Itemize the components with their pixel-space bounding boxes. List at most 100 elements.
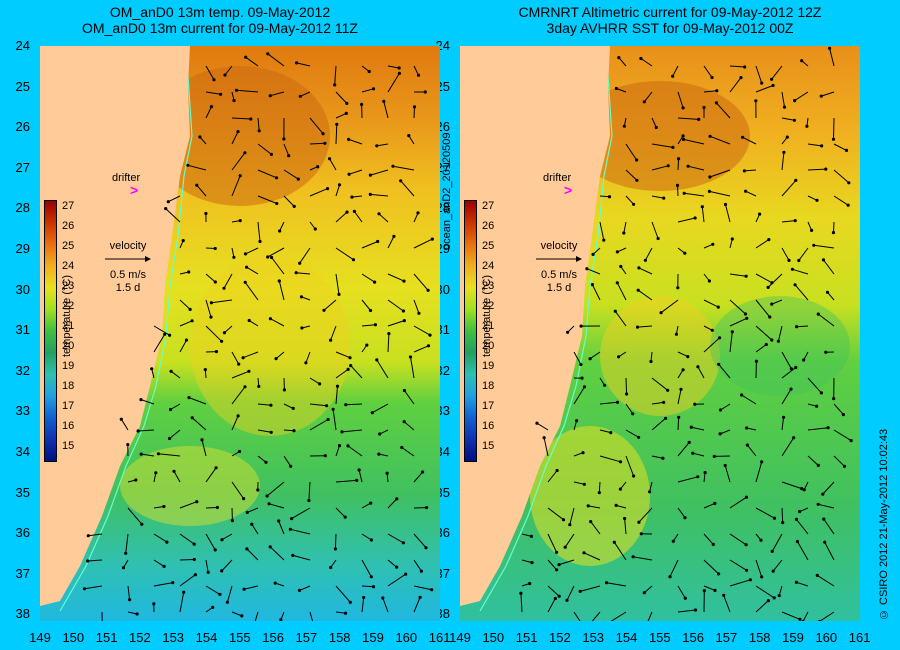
current-vector [351, 195, 363, 198]
right-lon-tick: 160 [815, 630, 838, 645]
current-vector-head [745, 426, 749, 430]
current-vector-head [623, 516, 627, 521]
current-vector-head [321, 132, 325, 136]
current-vector [781, 388, 792, 405]
current-vector-head [683, 596, 687, 600]
current-vector-head [164, 207, 168, 211]
current-vector [335, 247, 354, 261]
current-vector [703, 585, 716, 591]
current-vector [387, 320, 405, 327]
current-vector-head [395, 565, 399, 569]
current-vector [833, 221, 835, 233]
current-vector-head [408, 355, 413, 359]
current-vector [376, 359, 389, 379]
current-vector [196, 184, 207, 197]
current-vector-head [805, 124, 809, 128]
current-vector [781, 417, 785, 431]
current-vector [153, 506, 164, 509]
current-vector [267, 247, 285, 258]
current-vector-head [169, 369, 173, 373]
current-vector-head [718, 432, 722, 436]
current-vector-head [662, 196, 666, 200]
current-vector-head [831, 231, 836, 235]
current-vector [179, 339, 187, 353]
current-vector-head [134, 478, 138, 482]
left-colorbar-tick: 19 [62, 360, 75, 372]
current-vector-head [815, 404, 819, 408]
current-vector [833, 455, 845, 467]
current-vector [361, 273, 375, 283]
current-vector [729, 77, 742, 93]
current-vector [335, 211, 348, 223]
left-current-vectors [82, 52, 434, 621]
current-vector-head [579, 324, 583, 328]
current-vector-head [268, 94, 272, 98]
current-vector [720, 403, 731, 411]
current-vector-head [236, 414, 240, 418]
right-velocity-duration: 1.5 d [546, 282, 572, 294]
current-vector [408, 135, 415, 145]
current-vector-head [200, 438, 204, 442]
current-vector-head [188, 307, 192, 311]
current-vector-head [739, 76, 743, 80]
current-vector-head [820, 144, 824, 148]
current-vector [413, 106, 415, 119]
current-vector [677, 609, 696, 613]
current-vector-head [602, 238, 606, 242]
current-vector-head [222, 331, 226, 335]
current-vector-head [245, 510, 249, 514]
current-vector [729, 299, 746, 315]
current-vector [413, 597, 421, 613]
current-vector-head [168, 407, 173, 412]
current-vector-head [617, 56, 621, 60]
current-vector-head [683, 251, 687, 255]
current-vector [703, 299, 719, 308]
current-vector-head [717, 572, 721, 576]
current-vector-head [242, 497, 246, 501]
left-colorbar-tick: 15 [62, 440, 75, 452]
current-vector-head [802, 488, 806, 492]
current-vector-head [86, 559, 90, 563]
current-vector-head [768, 315, 772, 319]
right-colorbar-tick: 23 [482, 280, 495, 292]
current-vector-head [681, 368, 685, 372]
current-vector-head [745, 568, 749, 572]
current-vector-head [292, 429, 296, 433]
current-vector-head [671, 539, 675, 543]
current-vector-head [759, 538, 763, 542]
current-vector [833, 143, 847, 151]
current-vector [127, 585, 131, 600]
current-vector-head [713, 588, 717, 593]
current-vector [223, 273, 233, 289]
current-vector-head [764, 342, 768, 347]
right-lon-tick: 149 [449, 630, 471, 645]
current-vector [335, 184, 340, 197]
current-vector-head [419, 569, 423, 573]
current-vector [807, 427, 829, 431]
current-vector [372, 403, 389, 414]
current-vector-head [223, 73, 227, 77]
right-colorbar-tick: 20 [482, 340, 495, 352]
current-vector-head [401, 541, 405, 545]
current-vector-head [343, 515, 347, 519]
current-vector [729, 317, 748, 327]
current-vector [591, 284, 601, 301]
current-vector [387, 498, 398, 509]
left-lat-tick: 31 [15, 322, 30, 338]
current-vector-head [800, 59, 804, 63]
current-vector [796, 581, 809, 587]
current-vector-head [377, 452, 381, 456]
current-vector-head [831, 137, 836, 141]
current-vector [823, 259, 835, 275]
current-vector [138, 429, 155, 432]
left-colorbar-tick: 20 [62, 340, 75, 352]
current-vector [618, 57, 627, 67]
current-vector [141, 453, 155, 457]
current-vector [819, 611, 835, 621]
current-vector [613, 541, 627, 561]
current-vector-head [797, 258, 801, 263]
current-vector [335, 112, 347, 119]
left-lat-tick: 36 [15, 525, 30, 541]
current-vector [173, 471, 181, 483]
current-vector-head [787, 258, 791, 262]
